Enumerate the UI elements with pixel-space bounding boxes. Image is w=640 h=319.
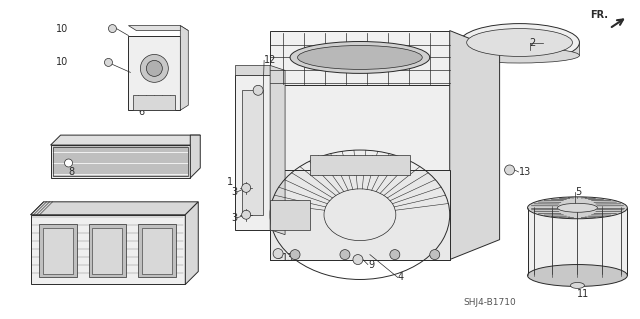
Polygon shape [242,90,263,215]
Circle shape [147,60,163,76]
Ellipse shape [570,282,584,288]
Circle shape [65,159,72,167]
Circle shape [504,165,515,175]
Ellipse shape [527,197,627,219]
Ellipse shape [467,29,572,56]
Text: FR.: FR. [590,10,609,20]
Circle shape [340,249,350,260]
Text: SHJ4-B1710: SHJ4-B1710 [463,298,516,307]
Polygon shape [270,200,310,230]
Polygon shape [93,228,122,273]
Text: 10: 10 [56,24,68,33]
Text: 7: 7 [68,264,75,275]
Polygon shape [138,224,176,278]
Polygon shape [186,202,198,285]
Polygon shape [31,202,198,215]
Polygon shape [51,145,190,178]
Text: 13: 13 [518,167,531,177]
Polygon shape [270,65,285,235]
Ellipse shape [527,264,627,286]
Polygon shape [142,228,172,273]
Polygon shape [527,208,627,276]
Text: 8: 8 [68,167,75,177]
Text: 3: 3 [231,187,237,197]
Circle shape [273,249,283,259]
Polygon shape [235,75,270,230]
Circle shape [430,249,440,260]
Circle shape [242,210,251,219]
Text: 13: 13 [282,253,294,263]
Polygon shape [129,26,188,31]
Polygon shape [51,135,200,145]
Polygon shape [180,26,188,110]
Polygon shape [133,95,175,110]
Text: 1: 1 [227,177,233,187]
Ellipse shape [298,46,422,70]
Circle shape [104,58,113,66]
Polygon shape [38,224,77,278]
Polygon shape [129,35,180,110]
Text: 11: 11 [577,289,589,300]
Polygon shape [460,42,579,56]
Polygon shape [31,215,186,285]
Ellipse shape [290,41,430,73]
Circle shape [140,55,168,82]
Polygon shape [270,170,450,260]
Circle shape [242,183,251,192]
Polygon shape [43,228,72,273]
Text: 3: 3 [231,213,237,223]
Polygon shape [235,65,270,75]
Text: 2: 2 [529,38,536,48]
Polygon shape [310,155,410,175]
Polygon shape [270,85,450,260]
Polygon shape [450,31,500,260]
Text: 4: 4 [398,272,404,283]
Text: 12: 12 [264,56,276,65]
Circle shape [253,85,263,95]
Text: 6: 6 [138,107,145,117]
Polygon shape [190,135,200,178]
Polygon shape [88,224,127,278]
Text: 9: 9 [368,260,374,270]
Circle shape [108,25,116,33]
Circle shape [290,249,300,260]
Polygon shape [270,31,450,85]
Circle shape [390,249,400,260]
Circle shape [353,255,363,264]
Ellipse shape [460,48,579,63]
Text: 5: 5 [575,187,582,197]
Ellipse shape [460,24,579,62]
Text: 10: 10 [56,57,68,67]
Ellipse shape [557,203,597,212]
